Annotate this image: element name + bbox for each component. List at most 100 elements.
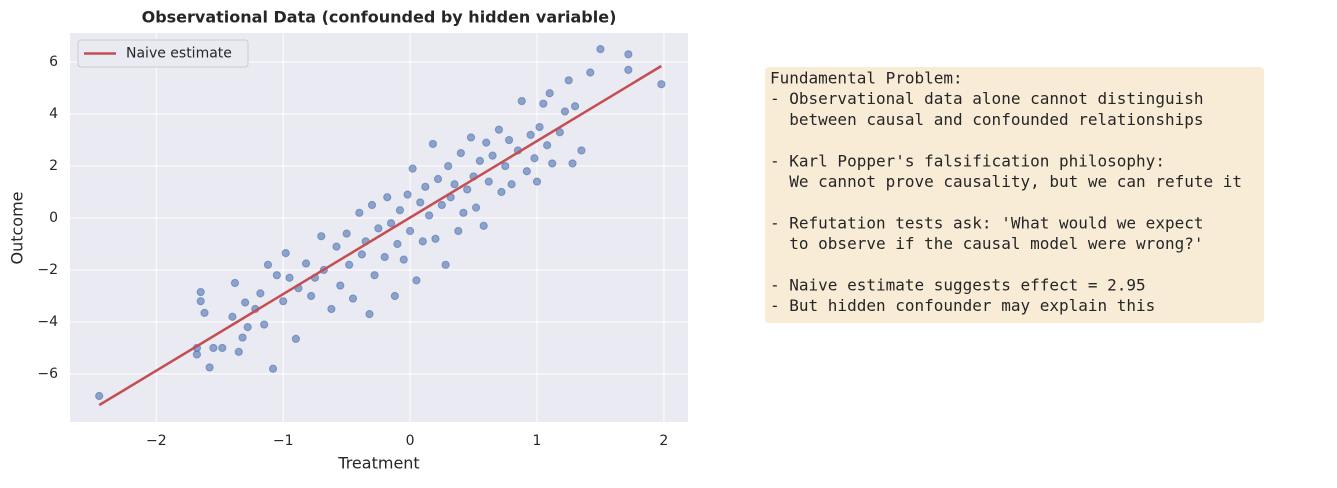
point — [196, 287, 205, 297]
point — [241, 298, 250, 307]
y-tick-label: 0 — [49, 210, 58, 226]
point — [545, 89, 554, 98]
point — [564, 76, 573, 85]
annotation-line: - Refutation tests ask: 'What would we e… — [770, 213, 1203, 232]
point — [570, 102, 580, 111]
annotation-line: between causal and confounded relationsh… — [770, 110, 1203, 129]
point — [431, 234, 440, 243]
point — [418, 237, 427, 246]
point — [463, 185, 472, 194]
point — [416, 198, 425, 207]
point — [568, 159, 577, 168]
point — [433, 174, 443, 184]
point — [482, 138, 491, 147]
point — [348, 294, 358, 303]
point — [291, 334, 300, 343]
point — [342, 229, 351, 238]
point — [260, 320, 269, 329]
point — [393, 239, 402, 249]
point — [479, 221, 488, 230]
point — [624, 50, 633, 59]
y-tick-label: −2 — [37, 262, 58, 278]
line — [98, 64, 662, 407]
x-tick-label: −1 — [273, 433, 294, 449]
point — [234, 347, 243, 356]
point — [263, 260, 273, 269]
point — [437, 200, 446, 210]
point — [408, 164, 417, 173]
point — [596, 45, 605, 54]
point — [357, 250, 366, 259]
point — [522, 167, 531, 176]
point — [345, 260, 354, 269]
point — [530, 154, 539, 163]
point — [218, 343, 227, 353]
point — [256, 289, 265, 298]
point — [412, 276, 421, 285]
y-tick-label: −6 — [37, 366, 58, 382]
point — [374, 224, 383, 233]
point — [471, 203, 481, 212]
point — [450, 180, 459, 189]
point — [501, 161, 510, 171]
y-tick-label: 6 — [49, 54, 58, 70]
point — [230, 278, 240, 288]
annotation-line: to observe if the causal model were wron… — [770, 234, 1203, 253]
point — [459, 208, 468, 217]
point — [624, 65, 633, 74]
point — [526, 130, 535, 139]
point — [383, 193, 392, 202]
marks — [95, 45, 666, 407]
point — [517, 96, 526, 106]
point — [466, 133, 476, 142]
x-tick-label: 1 — [533, 433, 542, 449]
point — [317, 232, 326, 241]
point — [380, 252, 389, 262]
point — [327, 304, 336, 314]
point — [535, 122, 544, 132]
annotation-line: - But hidden confounder may explain this — [770, 296, 1155, 315]
y-tick-label: 4 — [49, 106, 58, 122]
point — [228, 312, 237, 321]
point — [405, 226, 415, 236]
point — [390, 291, 399, 301]
point — [425, 211, 434, 220]
legend-box — [77, 39, 249, 68]
point — [209, 343, 218, 353]
point — [370, 271, 379, 280]
point — [332, 242, 341, 251]
point — [441, 260, 450, 269]
point — [238, 333, 247, 342]
point — [488, 151, 497, 160]
y-tick-label: −4 — [37, 314, 58, 330]
point — [421, 182, 430, 191]
point — [205, 363, 214, 372]
x-tick-label: 0 — [406, 433, 415, 449]
point — [386, 219, 396, 228]
point — [281, 248, 290, 258]
point — [285, 273, 294, 282]
point — [279, 297, 288, 306]
annotation-box — [765, 67, 1264, 323]
annotation: Fundamental Problem:- Observational data… — [770, 69, 1242, 316]
point — [543, 141, 552, 150]
point — [548, 159, 557, 168]
annotation-line: - Observational data alone cannot distin… — [770, 89, 1203, 108]
annotation-line: - Karl Popper's falsification philosophy… — [770, 151, 1165, 170]
point — [494, 125, 504, 134]
point — [504, 135, 514, 145]
point — [272, 271, 281, 280]
point — [539, 99, 548, 108]
point — [586, 68, 595, 77]
point — [444, 161, 453, 171]
point — [200, 308, 209, 317]
point — [196, 297, 205, 306]
point — [403, 190, 412, 199]
y-axis-label: Outcome — [8, 191, 27, 264]
legend-label: Naive estimate — [126, 46, 232, 62]
annotation-line: Fundamental Problem: — [770, 69, 963, 88]
annotation-line: We cannot prove causality, but we can re… — [770, 172, 1242, 191]
point — [243, 323, 252, 332]
